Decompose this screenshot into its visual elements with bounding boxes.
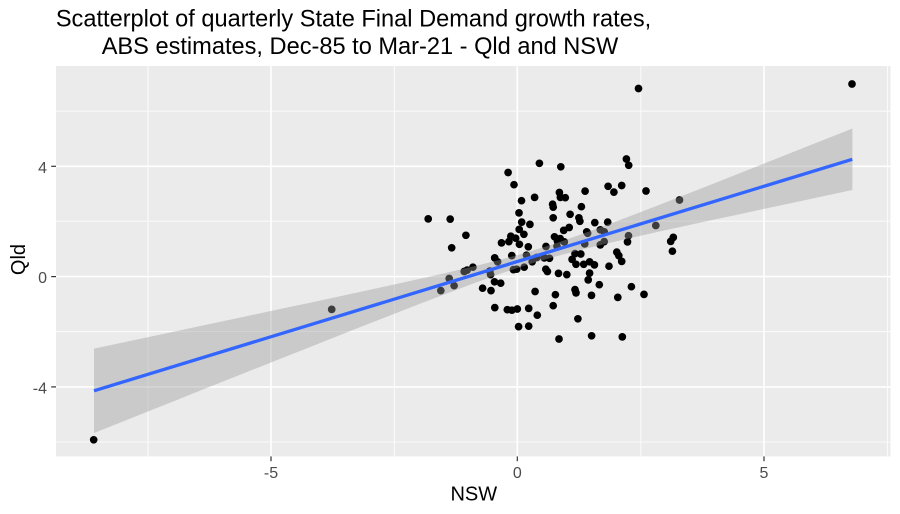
svg-text:Scatterplot of quarterly State: Scatterplot of quarterly State Final Dem… [56, 7, 651, 33]
svg-text:0: 0 [513, 465, 522, 482]
svg-text:4: 4 [38, 160, 47, 177]
svg-text:ABS estimates, Dec-85 to Mar-2: ABS estimates, Dec-85 to Mar-21 - Qld an… [102, 34, 619, 60]
svg-text:5: 5 [760, 465, 769, 482]
svg-text:NSW: NSW [450, 483, 497, 505]
svg-text:0: 0 [38, 270, 47, 287]
svg-text:-4: -4 [33, 381, 47, 398]
svg-text:Qld: Qld [8, 244, 30, 275]
svg-text:-5: -5 [264, 465, 278, 482]
